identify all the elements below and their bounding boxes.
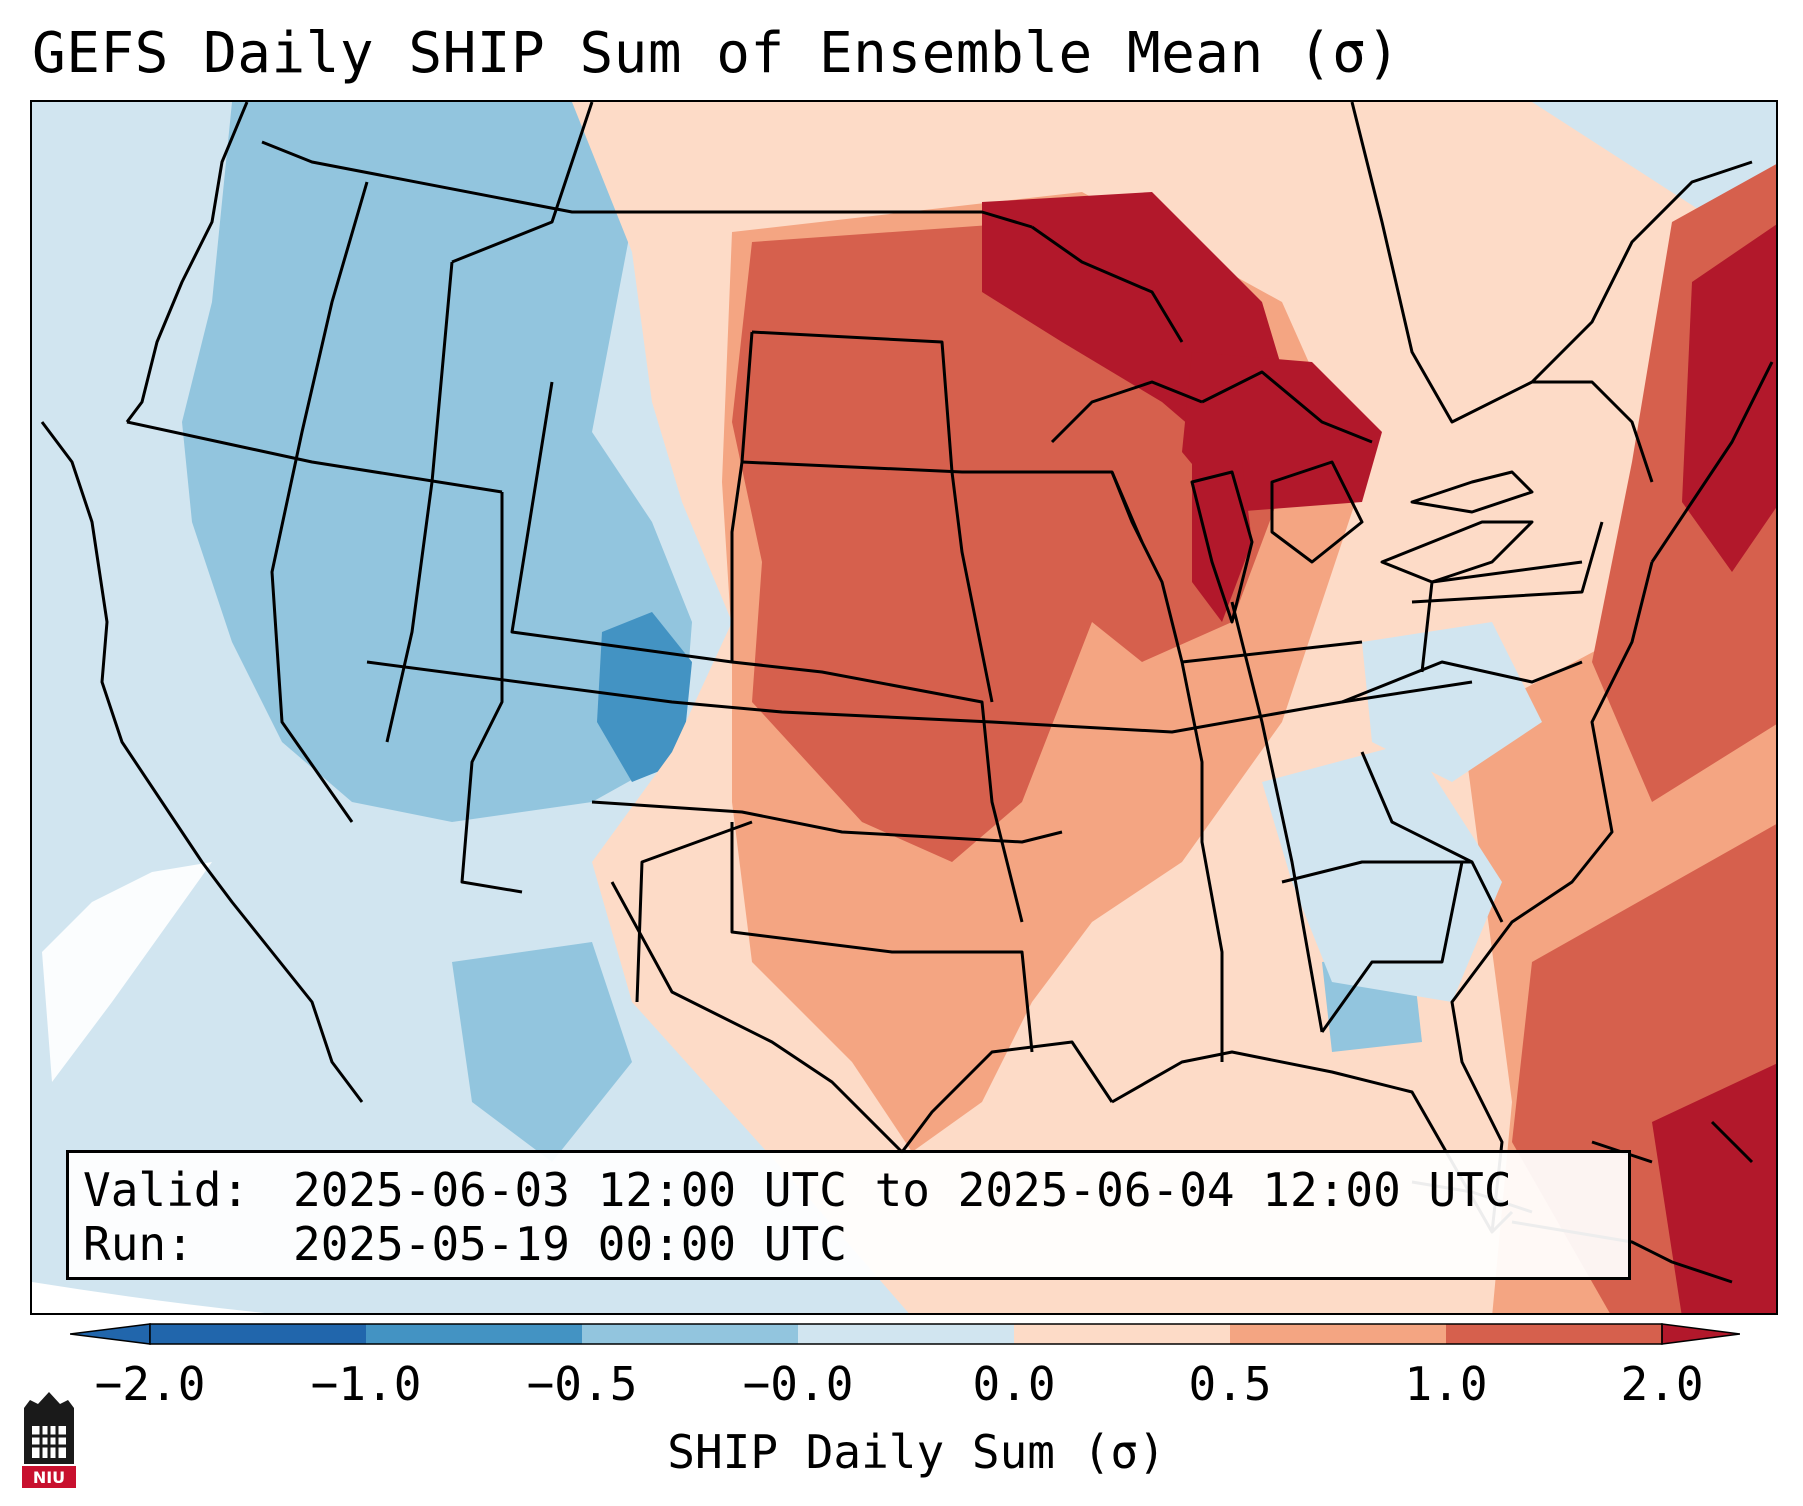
tick-label: 1.0 (1404, 1357, 1488, 1411)
valid-line: Valid: 2025-06-03 12:00 UTC to 2025-06-04… (83, 1163, 1628, 1217)
tick-label: 2.0 (1620, 1357, 1704, 1411)
dark-red-michigan (1192, 462, 1252, 622)
colorbar-bin-3 (582, 1324, 798, 1344)
valid-label: Valid: (83, 1163, 250, 1217)
colorbar (70, 1323, 1740, 1345)
tick-label: −2.0 (94, 1357, 206, 1411)
dark-red-northeast (1682, 224, 1776, 572)
colorbar-bin-5 (1014, 1324, 1230, 1344)
dark-red-caribbean (1652, 1063, 1776, 1313)
colorbar-extend-low (70, 1323, 151, 1345)
niu-logo-icon: NIU (22, 1392, 76, 1488)
blue-anomaly-west (182, 102, 692, 822)
blue-anomaly-mexico (452, 942, 632, 1162)
colorbar-bin-7 (1446, 1324, 1662, 1344)
run-value: 2025-05-19 00:00 UTC (293, 1217, 847, 1271)
plot-title: GEFS Daily SHIP Sum of Ensemble Mean (σ) (32, 21, 1401, 86)
tick-label: 0.0 (972, 1357, 1056, 1411)
light-blue-appalachia (1362, 622, 1542, 782)
tick-label: 0.5 (1188, 1357, 1272, 1411)
colorbar-bin-2 (366, 1324, 582, 1344)
colorbar-ticks: −2.0 −1.0 −0.5 −0.0 0.0 0.5 1.0 2.0 (0, 1356, 1803, 1416)
political-boundaries (40, 102, 1774, 1284)
colorbar-label: SHIP Daily Sum (σ) (667, 1425, 1166, 1479)
tick-label: −0.5 (526, 1357, 638, 1411)
colorbar-bin-1 (150, 1324, 366, 1344)
valid-value: 2025-06-03 12:00 UTC to 2025-06-04 12:00… (293, 1163, 1512, 1217)
tick-label: −0.0 (742, 1357, 854, 1411)
colorbar-bin-6 (1230, 1324, 1446, 1344)
colorbar-bin-4 (798, 1324, 1014, 1344)
map-panel (30, 100, 1778, 1315)
niu-logo-text: NIU (33, 1468, 65, 1487)
tick-label: −1.0 (310, 1357, 422, 1411)
validity-info-box: Valid: 2025-06-03 12:00 UTC to 2025-06-04… (66, 1150, 1631, 1280)
map-canvas (32, 102, 1776, 1313)
run-label: Run: (83, 1217, 194, 1271)
run-line: Run: 2025-05-19 00:00 UTC (83, 1217, 1628, 1271)
colorbar-extend-high (1661, 1323, 1740, 1345)
light-blue-southeast (1262, 742, 1502, 1002)
